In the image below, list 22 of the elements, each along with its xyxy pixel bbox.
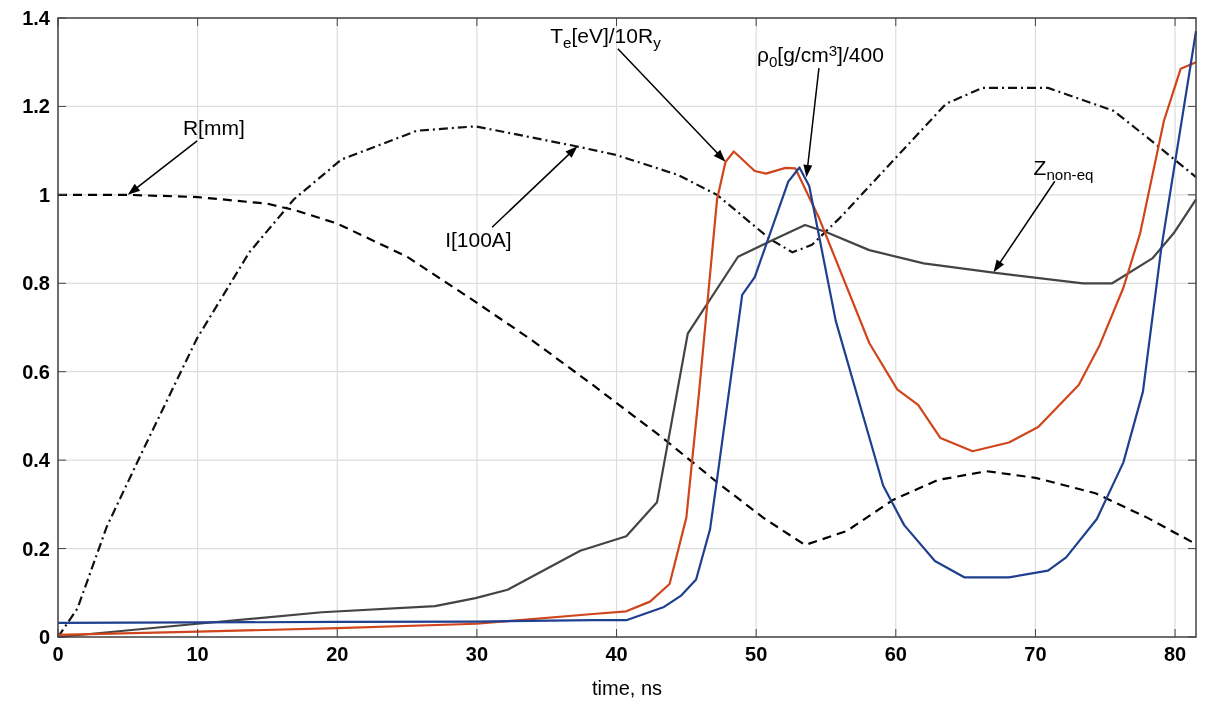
annotation: R[mm] xyxy=(182,115,245,139)
y-tick-label: 0 xyxy=(38,626,50,648)
x-tick-label: 20 xyxy=(326,643,349,665)
annotation: T$_{e}$[eV]/10R$_{y}$ xyxy=(550,23,662,51)
x-tick-label: 70 xyxy=(1024,643,1047,665)
x-tick-label: 80 xyxy=(1163,643,1187,665)
x-tick-label: 30 xyxy=(465,643,489,665)
y-tick-label: 1.4 xyxy=(22,7,51,29)
annotation: Z$_{non-eq}$ xyxy=(1033,156,1094,183)
x-tick-label: 50 xyxy=(745,643,768,665)
x-tick-label: 60 xyxy=(884,643,907,665)
annotation: I[100A] xyxy=(445,228,512,252)
y-tick-label: 0.2 xyxy=(22,537,50,560)
x-axis-title: time, ns xyxy=(591,677,663,699)
x-tick-label: 10 xyxy=(186,643,209,665)
x-tick-label: 40 xyxy=(605,643,628,665)
y-tick-label: 0.4 xyxy=(22,449,51,472)
annotation: ρ$_{0}$[g/cm$^{3}$]/400 xyxy=(757,42,884,70)
y-tick-label: 0.8 xyxy=(22,272,50,295)
y-tick-label: 1.2 xyxy=(22,95,50,118)
y-tick-label: 1 xyxy=(38,183,50,206)
y-tick-label: 0.6 xyxy=(22,360,50,383)
